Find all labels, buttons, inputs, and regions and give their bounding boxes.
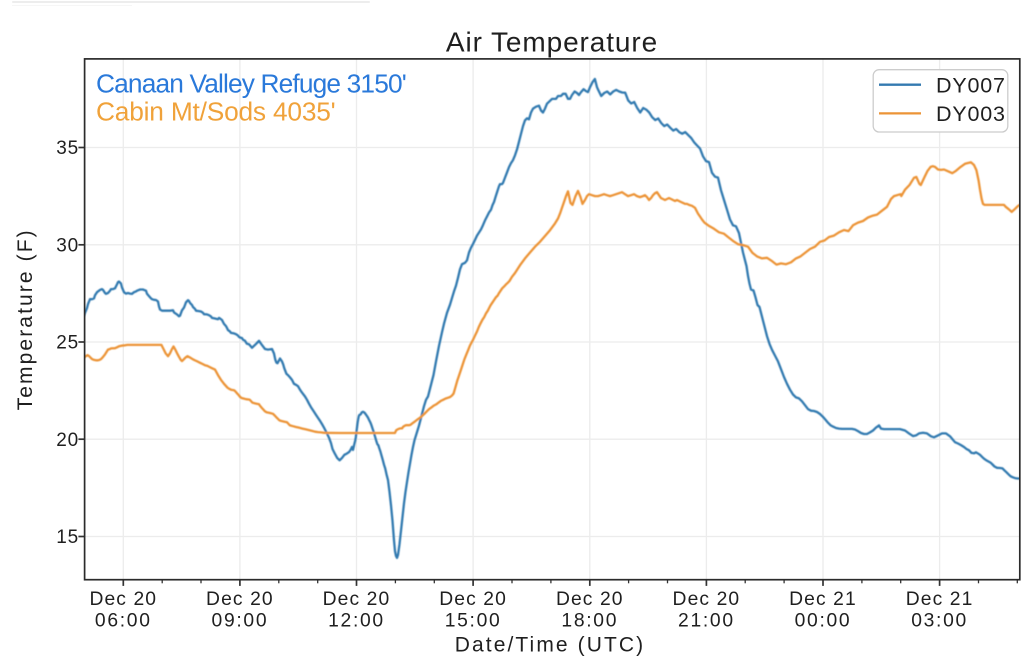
svg-text:15:00: 15:00 bbox=[445, 611, 502, 632]
svg-text:Date/Time (UTC): Date/Time (UTC) bbox=[455, 634, 646, 657]
svg-text:06:00: 06:00 bbox=[95, 611, 152, 632]
svg-text:DY007: DY007 bbox=[936, 73, 1006, 97]
svg-text:Dec 21: Dec 21 bbox=[906, 589, 974, 610]
svg-text:25: 25 bbox=[56, 333, 79, 354]
svg-text:Dec 20: Dec 20 bbox=[206, 589, 274, 610]
svg-text:20: 20 bbox=[56, 430, 79, 451]
svg-text:Dec 20: Dec 20 bbox=[89, 589, 157, 610]
svg-text:Dec 20: Dec 20 bbox=[556, 589, 624, 610]
svg-text:Cabin Mt/Sods 4035': Cabin Mt/Sods 4035' bbox=[96, 97, 336, 127]
svg-text:15: 15 bbox=[56, 527, 79, 548]
svg-text:Dec 20: Dec 20 bbox=[439, 589, 507, 610]
svg-text:Dec 20: Dec 20 bbox=[323, 589, 391, 610]
svg-text:Temperature (F): Temperature (F) bbox=[14, 228, 37, 410]
svg-text:35: 35 bbox=[56, 138, 79, 159]
svg-text:Canaan Valley Refuge 3150': Canaan Valley Refuge 3150' bbox=[96, 68, 406, 98]
svg-text:03:00: 03:00 bbox=[911, 611, 968, 632]
svg-text:Dec 21: Dec 21 bbox=[789, 589, 857, 610]
svg-text:Air Temperature: Air Temperature bbox=[446, 27, 658, 58]
svg-text:00:00: 00:00 bbox=[795, 611, 852, 632]
svg-text:DY003: DY003 bbox=[936, 102, 1006, 126]
svg-text:30: 30 bbox=[56, 235, 79, 256]
svg-text:21:00: 21:00 bbox=[678, 611, 735, 632]
svg-text:18:00: 18:00 bbox=[561, 611, 618, 632]
svg-text:09:00: 09:00 bbox=[212, 611, 269, 632]
svg-text:12:00: 12:00 bbox=[328, 611, 385, 632]
svg-text:Dec 20: Dec 20 bbox=[673, 589, 741, 610]
